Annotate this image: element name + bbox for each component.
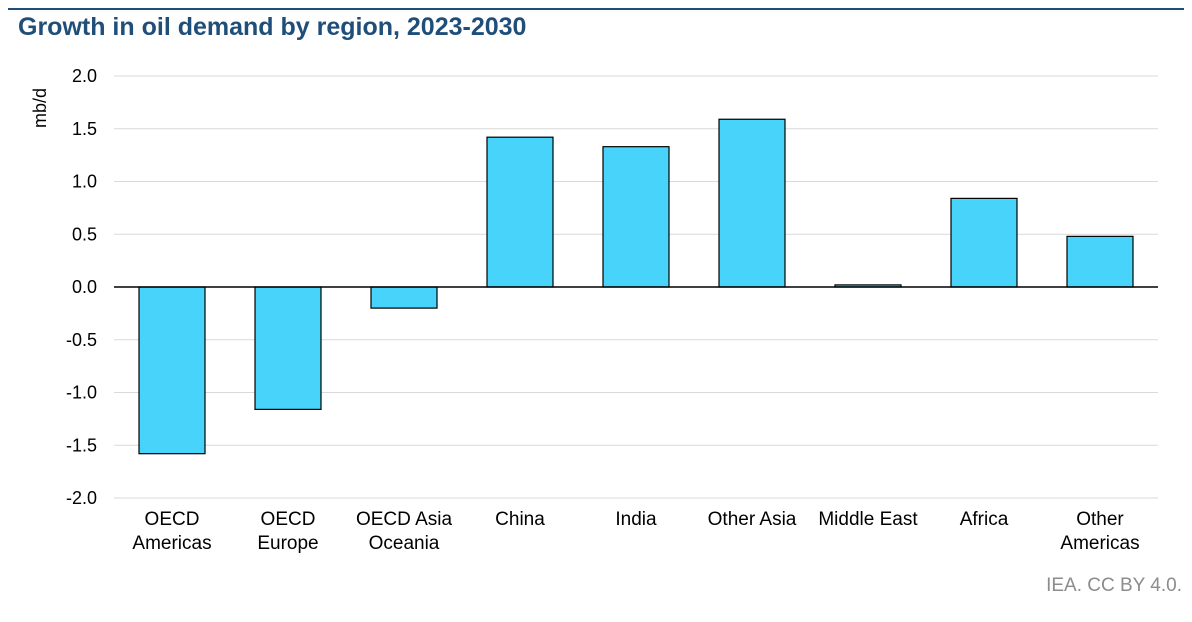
- x-tick-label: OECD: [145, 509, 200, 530]
- bar: [1066, 235, 1134, 288]
- source-note: IEA. CC BY 4.0.: [1046, 575, 1182, 596]
- y-tick-label: -0.5: [66, 330, 97, 350]
- bar: [602, 146, 670, 288]
- x-tick-label: Europe: [257, 533, 318, 554]
- bars: [138, 118, 1134, 455]
- bar: [718, 118, 786, 288]
- y-tick-label: 1.5: [72, 119, 97, 139]
- y-axis-label: mb/d: [30, 88, 50, 128]
- x-tick-label: Middle East: [818, 509, 918, 530]
- y-axis-ticks: 2.0 1.5 1.0 0.5 0.0 -0.5 -1.0 -1.5 -2.0: [66, 66, 97, 508]
- y-tick-label: 0.0: [72, 277, 97, 297]
- y-tick-label: -1.5: [66, 435, 97, 455]
- y-tick-label: -2.0: [66, 488, 97, 508]
- x-tick-label: China: [495, 509, 545, 530]
- bar: [138, 286, 206, 455]
- x-tick-label: OECD Asia: [356, 509, 453, 530]
- x-tick-label: Oceania: [369, 533, 440, 554]
- bar: [254, 286, 322, 410]
- bar: [950, 197, 1018, 288]
- x-tick-label: OECD: [261, 509, 316, 530]
- y-tick-label: -1.0: [66, 383, 97, 403]
- x-tick-label: Africa: [960, 509, 1009, 530]
- y-tick-label: 0.5: [72, 224, 97, 244]
- x-axis-ticks: OECD Americas OECD Europe OECD Asia Oceania Ch…: [132, 509, 1139, 554]
- x-tick-label: Americas: [132, 533, 211, 554]
- top-rule: [8, 8, 1184, 10]
- x-tick-label: Other Asia: [708, 509, 797, 530]
- y-tick-label: 2.0: [72, 66, 97, 86]
- bar: [486, 136, 554, 288]
- y-tick-label: 1.0: [72, 172, 97, 192]
- bar: [370, 286, 438, 309]
- chart-title: Growth in oil demand by region, 2023-203…: [18, 13, 527, 41]
- x-tick-label: India: [615, 509, 657, 530]
- x-tick-label: Other: [1076, 509, 1124, 530]
- x-tick-label: Americas: [1060, 533, 1139, 554]
